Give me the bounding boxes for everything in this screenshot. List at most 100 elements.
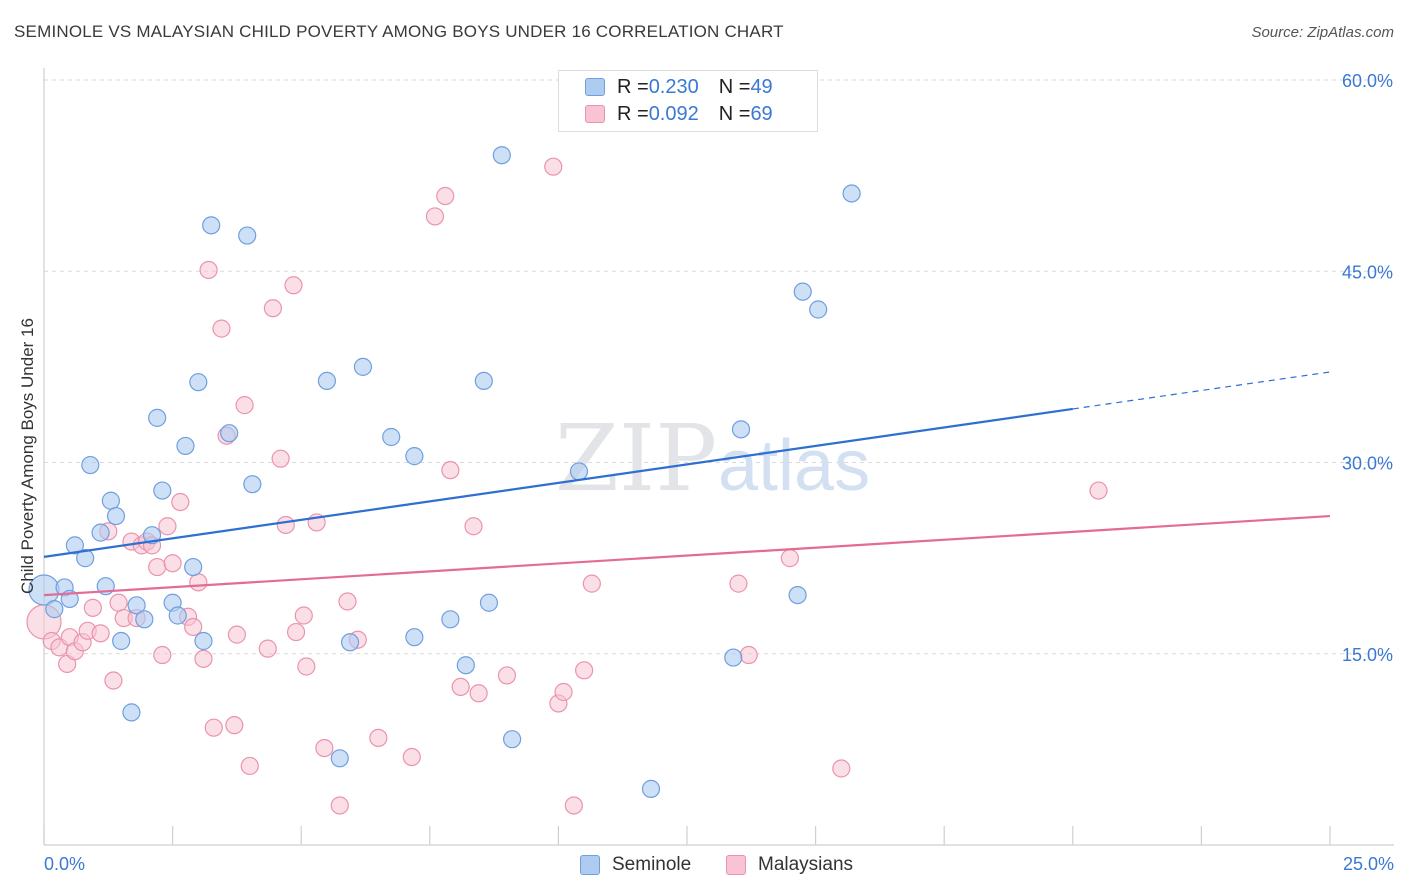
seminole-point	[45, 600, 64, 619]
legend-label-seminole: Seminole	[612, 854, 692, 875]
malaysians-point	[436, 186, 455, 206]
seminole-point	[330, 749, 349, 768]
malaysians-point	[451, 677, 470, 697]
malaysians-point	[497, 666, 517, 685]
y-axis-label: Child Poverty Among Boys Under 16	[18, 318, 37, 594]
malaysians-point	[294, 606, 313, 625]
malaysians-point	[171, 492, 190, 512]
n-value: 49	[750, 75, 773, 98]
malaysians-point	[582, 574, 601, 593]
malaysians-point	[199, 260, 218, 280]
seminole-point	[479, 593, 499, 612]
seminole-point	[142, 526, 162, 545]
malaysians-point	[544, 157, 563, 176]
legend-label-malaysians: Malaysians	[758, 854, 854, 875]
malaysians-point	[153, 645, 172, 665]
malaysians-point	[739, 645, 758, 665]
malaysians-trendline	[43, 514, 1331, 597]
seminole-point	[405, 628, 424, 647]
seminole-point	[405, 447, 424, 466]
malaysians-point	[464, 517, 483, 536]
seminole-point	[809, 300, 828, 319]
malaysians-point	[297, 657, 316, 676]
r-label: R =	[617, 75, 649, 98]
malaysians-point	[194, 649, 213, 668]
malaysians-point	[575, 661, 594, 680]
n-value: 69	[750, 102, 773, 125]
seminole-swatch	[585, 78, 605, 96]
seminole-point	[492, 146, 511, 165]
malaysians-point	[158, 517, 177, 536]
y-tick-label: 30.0%	[1342, 454, 1393, 474]
r-label: R =	[617, 102, 649, 125]
malaysians-point	[204, 718, 223, 737]
seminole-point	[731, 420, 751, 439]
malaysians-point	[235, 396, 254, 415]
n-label: N =	[718, 75, 751, 98]
malaysians-point	[104, 671, 123, 690]
seminole-point	[91, 523, 110, 542]
seminole-point	[81, 455, 100, 475]
seminole-point	[106, 506, 126, 526]
seminole-point	[65, 536, 84, 555]
x-tick-label: 25.0%	[1343, 854, 1394, 874]
seminole-point	[353, 357, 373, 376]
malaysians-point	[184, 617, 203, 637]
malaysians-point	[227, 625, 246, 644]
legend-row-seminole: R = 0.230 N = 49	[559, 74, 773, 100]
malaysians-point	[189, 573, 208, 592]
malaysians-point	[163, 554, 182, 573]
seminole-point	[168, 606, 187, 625]
watermark-zip-text: ZIP	[555, 405, 717, 512]
seminole-point	[148, 408, 167, 427]
malaysians-point	[271, 449, 290, 468]
malaysians-point	[330, 796, 349, 815]
n-label: N =	[718, 102, 751, 125]
malaysians-point	[315, 738, 334, 758]
malaysians-point	[83, 598, 102, 617]
malaysians-point	[284, 276, 303, 295]
malaysians-point	[263, 299, 283, 318]
malaysians-point	[225, 716, 244, 735]
seminole-point	[724, 648, 743, 667]
seminole-point	[243, 475, 262, 494]
seminole-point	[122, 703, 141, 722]
seminole-point	[112, 631, 131, 651]
malaysians-point	[286, 622, 306, 642]
seminole-point	[176, 436, 195, 456]
malaysians-point	[1089, 481, 1108, 500]
seminole-point	[194, 631, 213, 651]
seminole-point	[788, 585, 807, 605]
seminole-point	[474, 371, 493, 390]
chart-title: SEMINOLE VS MALAYSIAN CHILD POVERTY AMON…	[14, 22, 784, 41]
malaysians-point	[402, 747, 421, 767]
seminole-point	[76, 549, 95, 568]
seminole-point	[202, 216, 221, 235]
seminole-trendline-extension	[1072, 371, 1331, 410]
legend-item-seminole[interactable]: Seminole	[580, 850, 691, 880]
malaysians-point	[212, 319, 231, 338]
seminole-point	[135, 610, 154, 629]
r-value: 0.230	[648, 75, 699, 98]
malaysians-point	[554, 682, 573, 702]
malaysians-point	[338, 592, 357, 611]
seminole-point	[382, 427, 401, 447]
seminole-point	[569, 462, 589, 481]
malaysians-point	[369, 728, 388, 748]
malaysians-point	[564, 796, 583, 815]
zipatlas-watermark: ZIP atlas	[555, 405, 870, 512]
malaysians-point	[469, 684, 488, 703]
seminole-point	[189, 373, 208, 392]
malaysians-legend-swatch	[726, 855, 746, 875]
seminole-trendline	[43, 407, 1073, 558]
malaysians-point	[258, 639, 277, 658]
seminole-point	[842, 184, 861, 203]
malaysians-point	[441, 461, 460, 480]
seminole-point	[127, 596, 146, 615]
seminole-point	[503, 730, 522, 749]
seminole-legend-swatch	[580, 855, 600, 875]
malaysians-point	[148, 557, 167, 577]
legend-item-malaysians[interactable]: Malaysians	[726, 850, 853, 880]
seminole-point	[317, 371, 337, 390]
